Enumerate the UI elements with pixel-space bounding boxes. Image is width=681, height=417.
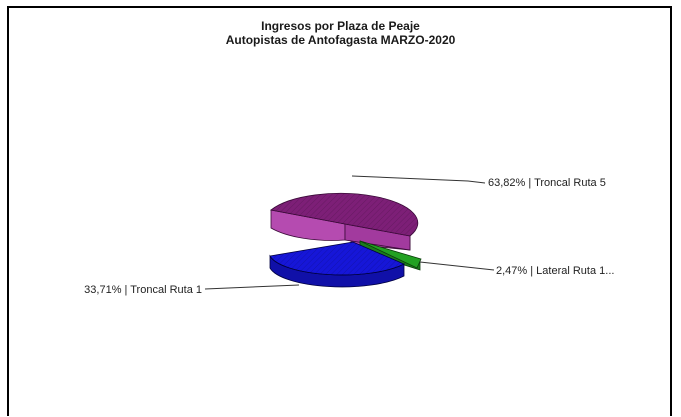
label-lateral-ruta-1: 2,47% | Lateral Ruta 1... xyxy=(496,265,614,277)
slice-troncal-ruta-5[interactable] xyxy=(270,192,419,251)
label-troncal-ruta-1: 33,71% | Troncal Ruta 1 xyxy=(84,284,202,296)
leader-line-troncal-ruta-1 xyxy=(204,284,300,290)
leader-lines xyxy=(204,175,495,290)
leader-line-troncal-ruta-5 xyxy=(351,175,486,184)
label-troncal-ruta-5: 63,82% | Troncal Ruta 5 xyxy=(488,177,606,189)
slice-lateral-ruta-1[interactable] xyxy=(359,240,422,271)
chart-subtitle: Autopistas de Antofagasta MARZO-2020 xyxy=(225,33,456,47)
slice-troncal-ruta-1[interactable] xyxy=(269,241,405,288)
leader-line-lateral-ruta-1 xyxy=(419,261,495,271)
chart-title: Ingresos por Plaza de Peaje xyxy=(261,19,420,33)
